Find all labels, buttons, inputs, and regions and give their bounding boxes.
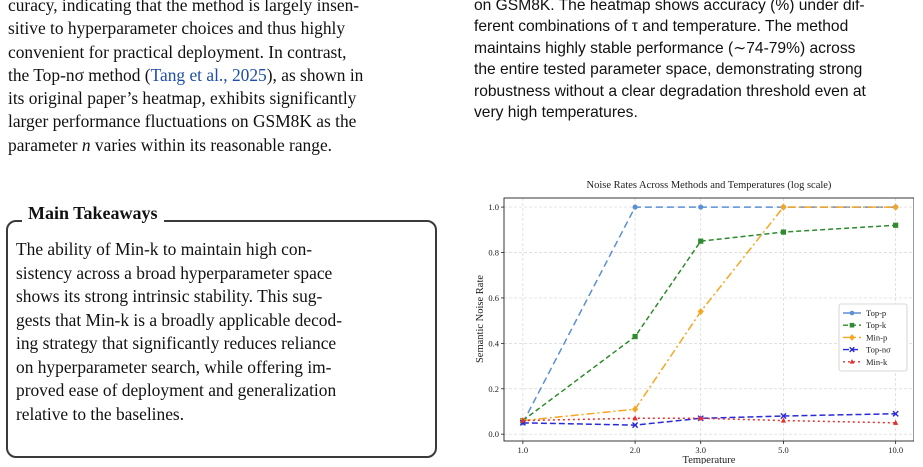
variable-n: n: [81, 134, 91, 155]
data-point: [520, 417, 526, 423]
data-point: [893, 419, 899, 425]
left-line-6: larger performance fluctuations on GSM8K…: [8, 111, 357, 132]
takeaway-line-4: gests that Min-k is a broadly applicable…: [16, 309, 342, 330]
legend-label: Min-p: [866, 332, 887, 342]
takeaway-body: The ability of Min-k to maintain high co…: [16, 238, 431, 426]
chart-title: Noise Rates Across Methods and Temperatu…: [587, 180, 832, 191]
series-line: [522, 224, 896, 422]
left-paragraph: curacy, indicating that the method is la…: [8, 0, 448, 157]
y-tick-label: 0.4: [488, 338, 499, 348]
data-point: [632, 204, 638, 210]
legend-label: Top-p: [866, 308, 886, 318]
left-line-7a: parameter: [8, 134, 82, 155]
y-tick-label: 0.6: [488, 293, 499, 303]
data-point: [849, 346, 855, 353]
legend-entry: Top-nσ: [843, 345, 891, 355]
takeaway-title: Main Takeaways: [22, 201, 164, 225]
data-point: [698, 204, 704, 210]
data-point: [892, 203, 899, 211]
right-line-2: ferent combinations of τ and temperature…: [474, 18, 849, 36]
y-tick-label: 0.0: [488, 429, 499, 439]
data-point: [893, 222, 899, 228]
legend-entry: Top-p: [843, 308, 886, 318]
data-point: [849, 359, 855, 364]
x-tick-label: 3.0: [695, 445, 706, 455]
y-axis-label: Semantic Noise Rate: [475, 275, 486, 363]
legend-entry: Top-k: [843, 320, 887, 330]
right-line-3: maintains highly stable performance (∼74…: [474, 39, 856, 57]
plot-frame: [503, 197, 914, 442]
left-line-3: convenient for practical deployment. In …: [8, 41, 347, 62]
series-line: [522, 417, 896, 424]
data-point: [892, 410, 899, 417]
series-top-n-: [519, 410, 899, 429]
takeaway-line-7: proved ease of deployment and generaliza…: [16, 380, 337, 400]
series-min-k: [520, 415, 899, 425]
y-tick-label: 1.0: [488, 202, 499, 212]
noise-rate-chart: Noise Rates Across Methods and Temperatu…: [475, 180, 914, 464]
data-point: [631, 422, 639, 429]
data-point: [632, 415, 638, 421]
right-caption: on GSM8K. The heatmap shows accuracy (%)…: [474, 0, 915, 123]
takeaway-line-2: sistency across a broad hyperparameter s…: [16, 262, 333, 283]
data-point: [697, 307, 704, 316]
data-point: [780, 417, 787, 423]
right-line-5: robustness without a clear degradation t…: [474, 82, 866, 100]
takeaway-line-6: on hyperparameter search, while offering…: [16, 356, 332, 377]
takeaway-box: [6, 220, 437, 458]
right-line-1: on GSM8K. The heatmap shows accuracy (%)…: [474, 0, 865, 14]
data-point: [632, 333, 638, 340]
takeaway-line-3: shows its strong intrinsic stability. Th…: [16, 286, 323, 306]
series-line: [522, 412, 896, 426]
left-line-7b: varies within its reasonable range.: [90, 134, 333, 155]
legend-label: Min-k: [866, 357, 888, 367]
left-line-5: its original paper’s heatmap, exhibits s…: [8, 88, 357, 109]
series-min-p: [519, 203, 899, 425]
x-tick-label: 5.0: [778, 445, 789, 455]
right-line-4: the entire tested parameter space, demon…: [474, 61, 863, 79]
citation-link[interactable]: Tang et al., 2025: [150, 64, 267, 85]
legend-label: Top-k: [866, 320, 887, 330]
data-point: [780, 412, 787, 420]
legend-box: [838, 303, 908, 372]
x-axis-label: Temperature: [683, 455, 736, 464]
takeaway-line-5: ing strategy that significantly reduces …: [16, 333, 337, 353]
left-line-1: curacy, indicating that the method is la…: [8, 0, 360, 15]
data-point: [780, 229, 787, 235]
data-point: [698, 415, 704, 421]
y-tick-label: 0.2: [488, 384, 499, 394]
right-line-6: very high temperatures.: [474, 104, 638, 122]
left-line-4a: the Top-nσ method (: [8, 64, 151, 85]
x-tick-label: 2.0: [630, 445, 641, 455]
legend-entry: Min-k: [843, 357, 888, 367]
data-point: [698, 238, 704, 244]
left-line-2: sitive to hyperparameter choices and thu…: [8, 18, 346, 39]
x-tick-label: 1.0: [518, 445, 529, 455]
left-line-4b: ), as shown in: [266, 64, 364, 85]
data-point: [849, 322, 855, 328]
y-tick-label: 0.8: [488, 248, 499, 258]
data-point: [849, 310, 855, 316]
data-point: [780, 203, 787, 211]
takeaway-line-1: The ability of Min-k to maintain high co…: [16, 239, 313, 259]
takeaway-line-8: relative to the baselines.: [16, 403, 185, 424]
legend-label: Top-nσ: [866, 345, 891, 355]
x-tick-label: 10.0: [888, 445, 903, 455]
